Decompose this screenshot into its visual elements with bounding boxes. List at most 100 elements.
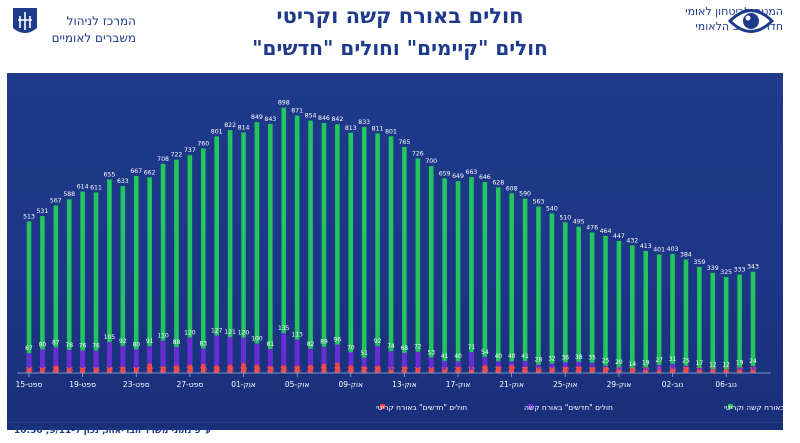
bar-critical-new (294, 365, 300, 373)
data-label-serious: 89 (320, 339, 328, 346)
data-label-serious: 100 (251, 335, 263, 342)
data-label-critical: 22 (575, 367, 583, 374)
data-label-serious: 113 (291, 332, 303, 339)
bar-total (522, 198, 528, 373)
legend-swatch (528, 404, 533, 409)
legend-swatch (380, 404, 385, 409)
bar-serious-new (174, 346, 179, 373)
bar-serious-new (308, 348, 313, 373)
x-tick-label: 01-אוק (231, 380, 256, 389)
bar-critical-new (308, 365, 313, 373)
chart-title: חולים באורח קשה וקריטי (276, 4, 524, 28)
bar-critical-new (710, 370, 716, 373)
data-label-total: 708 (157, 156, 169, 163)
legend-swatch (728, 404, 733, 409)
bar-serious-new (482, 357, 488, 373)
data-label-serious: 80 (132, 341, 140, 348)
data-label-total: 359 (693, 259, 705, 266)
data-label-total: 401 (653, 247, 665, 254)
bar-total (227, 130, 233, 373)
bar-critical-new (656, 370, 662, 373)
data-label-serious: 20 (615, 359, 623, 366)
bar-critical-new (737, 369, 742, 373)
data-label-total: 849 (251, 114, 263, 121)
bar-serious-new (187, 337, 193, 373)
bar-serious-new (40, 349, 45, 373)
data-label-total: 842 (331, 116, 343, 123)
data-label-critical: 12 (736, 367, 744, 374)
bar-total (402, 146, 407, 373)
data-label-total: 628 (492, 179, 504, 186)
data-label-critical: 12 (387, 367, 395, 374)
bar-total (133, 175, 139, 373)
data-label-serious: 127 (211, 327, 223, 334)
bar-critical-new (428, 368, 434, 373)
bar-critical-new (93, 368, 99, 373)
data-label-serious: 31 (669, 356, 677, 363)
source-note: ע"פ נתוני משרד הבריאות, נכון ל-9/11, 10:… (14, 426, 212, 436)
bar-total (576, 226, 582, 373)
bar-critical-new (200, 364, 206, 373)
bar-critical-new (241, 363, 246, 373)
bar-total (388, 136, 394, 373)
data-label-total: 633 (117, 178, 129, 185)
data-label-critical: 27 (508, 367, 516, 374)
bar-serious-new (80, 350, 85, 373)
data-label-total: 659 (439, 170, 451, 177)
bar-total (549, 213, 555, 373)
data-label-serious: 87 (52, 339, 60, 346)
data-label-serious: 25 (682, 358, 690, 365)
data-label-total: 325 (720, 269, 732, 276)
data-label-serious: 120 (238, 330, 250, 337)
bar-total (214, 136, 220, 373)
data-label-serious: 80 (39, 341, 47, 348)
bar-serious-new (415, 351, 421, 373)
bar-total (455, 181, 461, 373)
bar-total (281, 107, 287, 374)
legend-label: חולים "קיימים" באורח קשה וקריטי (724, 403, 783, 412)
data-label-critical: 25 (293, 367, 301, 374)
data-label-total: 649 (452, 173, 464, 180)
x-tick-label: 21-אוק (499, 380, 524, 389)
bar-critical-new (643, 370, 649, 373)
bar-total (268, 123, 273, 374)
data-label-total: 760 (197, 140, 209, 147)
data-label-critical: 18 (588, 367, 596, 374)
bar-total (160, 163, 166, 373)
bar-critical-new (147, 363, 152, 373)
data-label-total: 811 (372, 125, 384, 132)
data-label-critical: 17 (79, 367, 87, 374)
bar-serious-new (200, 348, 206, 373)
bar-critical-new (375, 365, 380, 373)
bar-serious-new (656, 365, 662, 373)
data-label-serious: 78 (65, 342, 73, 349)
data-label-serious: 17 (696, 360, 704, 367)
data-label-total: 822 (224, 122, 236, 129)
bar-total (536, 206, 541, 373)
data-label-total: 854 (305, 113, 317, 120)
data-label-total: 655 (104, 171, 116, 178)
bar-critical-new (107, 367, 112, 373)
data-label-total: 846 (318, 115, 330, 122)
bar-critical-new (160, 366, 166, 373)
bar-critical-new (697, 369, 702, 373)
bar-critical-new (227, 364, 233, 373)
data-label-critical: 25 (52, 367, 60, 374)
bar-critical-new (281, 365, 287, 373)
bar-critical-new (509, 365, 514, 373)
bar-critical-new (469, 369, 474, 373)
data-label-critical: 12 (468, 367, 476, 374)
bar-critical-new (415, 367, 421, 373)
data-label-total: 563 (533, 199, 545, 206)
bar-critical-new (670, 368, 675, 373)
data-label-total: 590 (519, 191, 531, 198)
data-label-critical: 22 (360, 367, 368, 374)
bar-critical-new (268, 366, 273, 373)
bar-serious-new (160, 340, 166, 373)
data-label-serious: 35 (588, 355, 596, 362)
data-label-total: 403 (667, 246, 679, 253)
data-label-serious: 92 (374, 338, 382, 345)
legend-label: חולים "חדשים" באורח קריטי (376, 403, 467, 412)
bar-critical-new (361, 366, 367, 373)
bar-serious-new (26, 353, 32, 373)
